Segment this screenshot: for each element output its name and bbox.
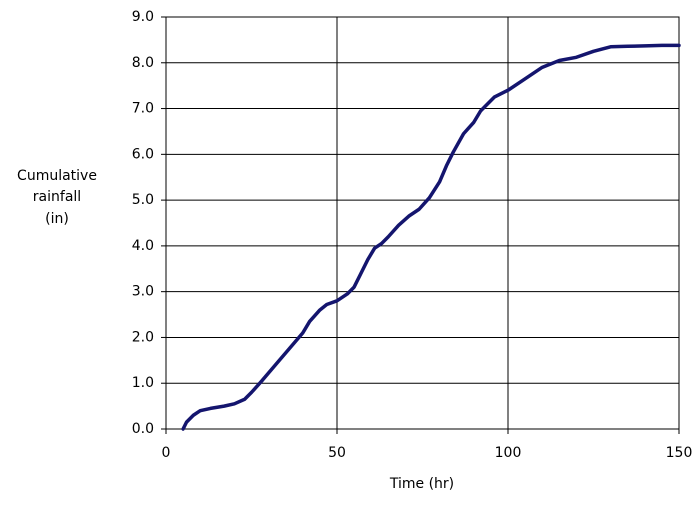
x-tick-label: 50 xyxy=(328,445,346,461)
x-axis-label: Time (hr) xyxy=(389,476,454,492)
y-tick-label: 7.0 xyxy=(132,101,154,117)
y-axis-label: Cumulative xyxy=(17,168,97,184)
x-tick-label: 0 xyxy=(162,445,171,461)
x-tick-label: 100 xyxy=(495,445,522,461)
plot-area xyxy=(165,16,680,430)
y-tick-label: 1.0 xyxy=(132,375,154,391)
y-tick-label: 3.0 xyxy=(132,284,154,300)
y-axis-label: rainfall xyxy=(33,189,81,205)
data-line xyxy=(181,43,681,431)
y-tick-label: 2.0 xyxy=(132,329,154,345)
y-tick-label: 5.0 xyxy=(132,192,154,208)
y-tick-label: 8.0 xyxy=(132,55,154,71)
y-tick-label: 6.0 xyxy=(132,146,154,162)
y-tick-label: 4.0 xyxy=(132,238,154,254)
y-tick-label: 9.0 xyxy=(132,9,154,25)
y-tick-label: 0.0 xyxy=(132,421,154,437)
y-axis-label: (in) xyxy=(45,211,69,227)
x-tick-label: 150 xyxy=(666,445,693,461)
